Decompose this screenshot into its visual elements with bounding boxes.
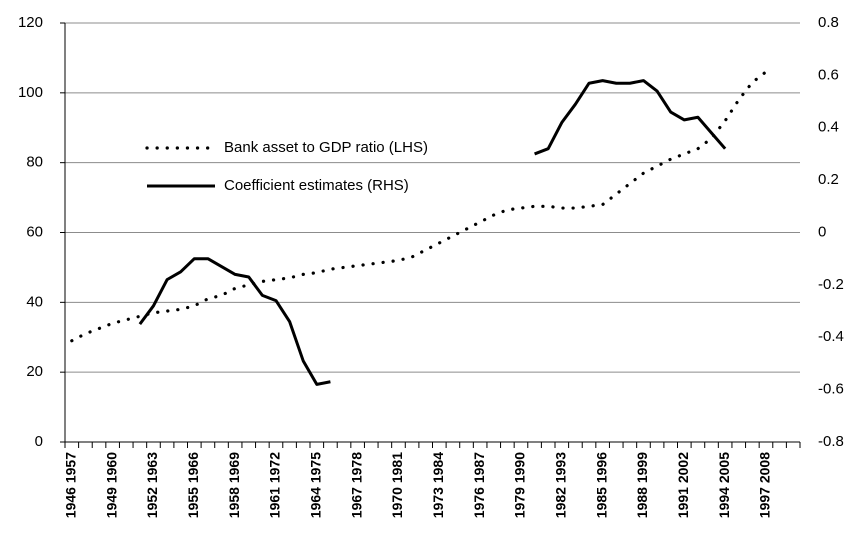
legend-label: Bank asset to GDP ratio (LHS) xyxy=(224,139,428,156)
x-tick-label: 1946 1957 xyxy=(63,452,79,518)
x-tick-label: 1982 1993 xyxy=(553,452,569,518)
series-line xyxy=(70,70,768,343)
x-tick-label: 1973 1984 xyxy=(430,452,446,518)
x-tick-label: 1964 1975 xyxy=(308,452,324,518)
x-tick-label: 1958 1969 xyxy=(226,452,242,518)
x-tick-label: 1967 1978 xyxy=(348,452,364,518)
legend-label: Coefficient estimates (RHS) xyxy=(224,177,409,194)
series-line xyxy=(138,257,331,386)
x-tick-label: 1976 1987 xyxy=(471,452,487,518)
y2-tick-label: 0 xyxy=(818,223,826,240)
y2-tick-label: -0.4 xyxy=(818,328,844,345)
x-tick-label: 1991 2002 xyxy=(675,452,691,518)
y2-tick-label: -0.8 xyxy=(818,433,844,450)
series-line xyxy=(534,79,727,156)
x-tick-label: 1955 1966 xyxy=(185,452,201,518)
y-tick-label: 0 xyxy=(35,433,43,450)
x-tick-label: 1970 1981 xyxy=(389,452,405,518)
y2-tick-label: 0.2 xyxy=(818,171,839,188)
y-tick-label: 40 xyxy=(26,293,43,310)
x-tick-label: 1961 1972 xyxy=(267,452,283,518)
y-tick-label: 20 xyxy=(26,363,43,380)
x-tick-label: 1994 2005 xyxy=(716,452,732,518)
y-tick-label: 80 xyxy=(26,154,43,171)
y2-tick-label: 0.4 xyxy=(818,119,839,136)
y-tick-label: 120 xyxy=(18,14,43,31)
y-tick-label: 60 xyxy=(26,223,43,240)
x-tick-label: 1979 1990 xyxy=(512,452,528,518)
x-tick-label: 1985 1996 xyxy=(593,452,609,518)
x-tick-label: 1997 2008 xyxy=(757,452,773,518)
y2-tick-label: -0.6 xyxy=(818,381,844,398)
y2-tick-label: -0.2 xyxy=(818,276,844,293)
x-tick-label: 1988 1999 xyxy=(634,452,650,518)
x-tick-label: 1949 1960 xyxy=(103,452,119,518)
y-tick-label: 100 xyxy=(18,84,43,101)
x-tick-label: 1952 1963 xyxy=(144,452,160,518)
y2-tick-label: 0.8 xyxy=(818,14,839,31)
y2-tick-label: 0.6 xyxy=(818,66,839,83)
